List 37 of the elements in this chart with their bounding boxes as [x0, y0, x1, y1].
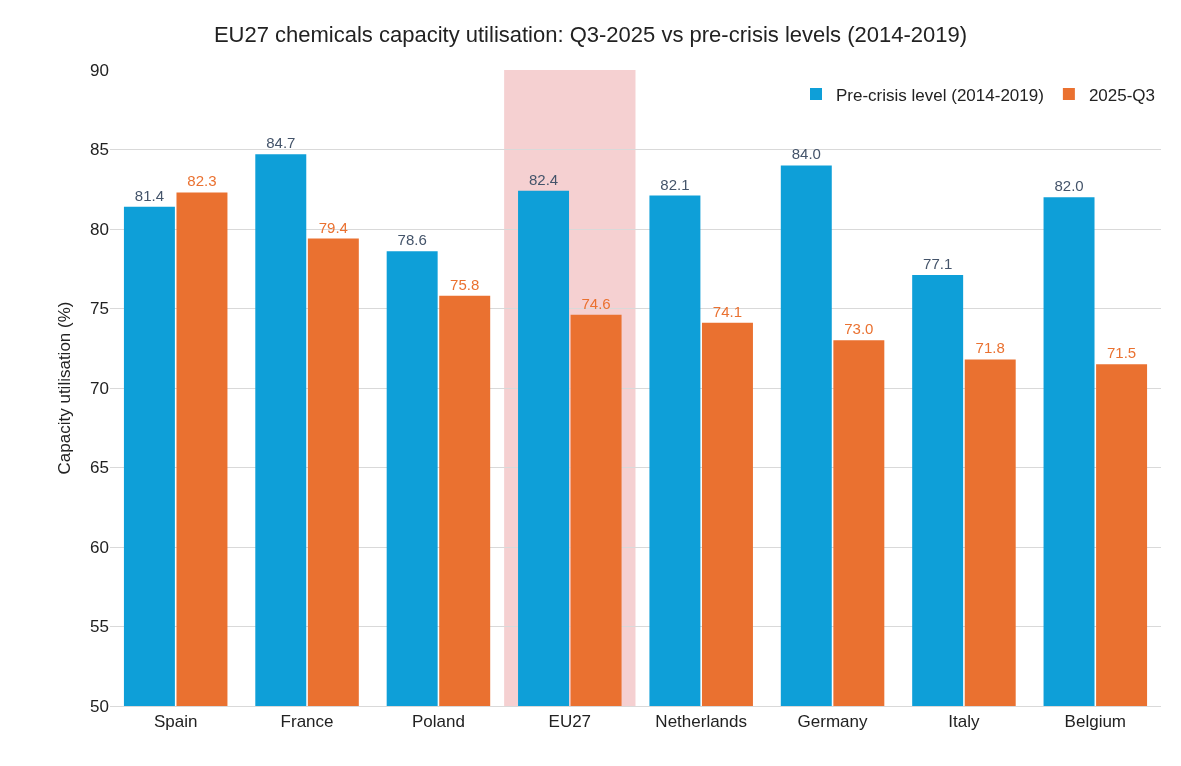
chart-title: EU27 chemicals capacity utilisation: Q3-2025 vs pre-crisis levels (2014-2019): [213, 22, 968, 48]
legend-label: 2025-Q3: [1088, 85, 1156, 105]
data-label: 81.4: [134, 186, 165, 204]
y-axis-title: Capacity utilisation (%): [54, 301, 74, 475]
y-tick-label: 50: [90, 696, 109, 716]
y-tick-label: 75: [90, 299, 109, 319]
legend-label: Pre-crisis level (2014-2019): [836, 85, 1044, 105]
data-label: 82.3: [187, 172, 217, 190]
data-label: 74.1: [712, 302, 743, 320]
data-label: 74.6: [581, 294, 611, 312]
data-label: 71.5: [1106, 344, 1137, 362]
data-label: 82.0: [1054, 177, 1084, 195]
data-label: 75.8: [450, 275, 480, 293]
data-label: 82.1: [660, 175, 690, 193]
data-label: 77.1: [923, 255, 953, 273]
x-tick-label: Netherlands: [655, 712, 748, 732]
x-tick-label: Spain: [153, 712, 198, 732]
data-label: 84.0: [791, 145, 821, 163]
x-tick-label: Germany: [797, 712, 869, 732]
y-tick-label: 85: [90, 140, 109, 160]
y-tick-label: 70: [90, 378, 109, 398]
x-tick-label: Belgium: [1064, 712, 1127, 732]
data-label: 82.4: [528, 170, 559, 188]
data-label: 79.4: [318, 218, 348, 236]
x-tick-label: EU27: [548, 712, 592, 732]
x-tick-label: Poland: [411, 712, 465, 732]
data-label: 71.8: [975, 339, 1005, 357]
y-tick-label: 90: [90, 60, 109, 80]
y-tick-label: 55: [90, 617, 109, 637]
y-tick-label: 60: [90, 537, 109, 557]
data-label: 84.7: [266, 134, 296, 152]
x-tick-label: Italy: [948, 712, 981, 732]
y-tick-label: 65: [90, 458, 109, 478]
x-tick-label: France: [280, 712, 334, 732]
y-tick-label: 80: [90, 219, 109, 239]
data-label: 78.6: [397, 231, 427, 249]
data-label: 73.0: [844, 320, 874, 338]
